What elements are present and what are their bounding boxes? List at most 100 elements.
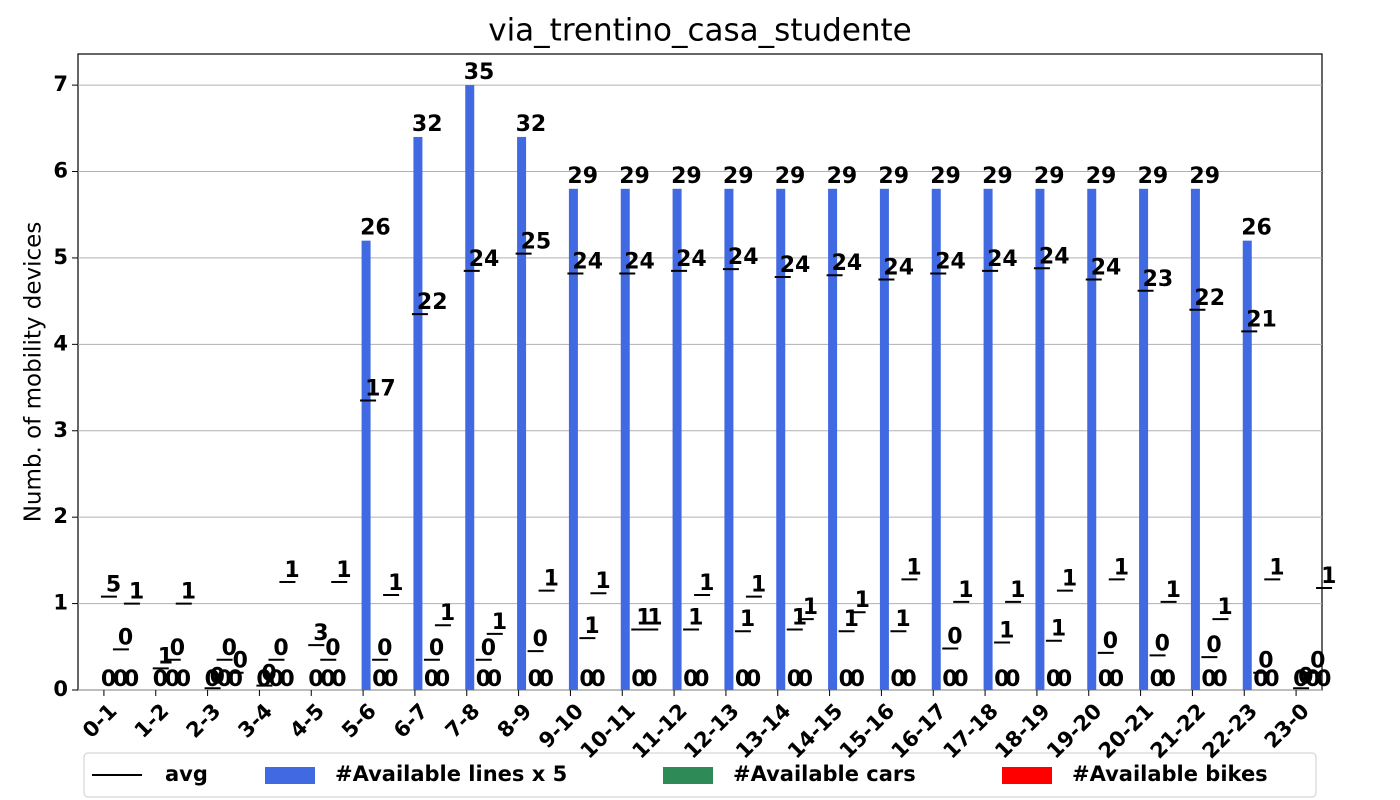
value-label: 0: [279, 667, 294, 692]
bar: [828, 188, 838, 690]
value-label: 0: [850, 667, 865, 692]
bar: [879, 188, 889, 690]
value-label: 0: [683, 667, 698, 692]
x-tick-label: 3-4: [233, 699, 277, 743]
y-tick-label: 5: [53, 245, 68, 269]
y-tick-label: 6: [53, 159, 68, 183]
value-label: 0: [942, 667, 957, 692]
avg-label: 0: [1155, 631, 1170, 656]
avg-label: 24: [624, 249, 655, 274]
value-label: 0: [176, 667, 191, 692]
value-label: 0: [1098, 667, 1113, 692]
bar: [672, 188, 682, 690]
avg-label: 1: [906, 555, 921, 580]
avg-label: 24: [1039, 244, 1070, 269]
value-label: 0: [165, 667, 180, 692]
value-label: 29: [671, 164, 702, 189]
value-label: 29: [930, 164, 961, 189]
avg-label: 1: [284, 558, 299, 583]
avg-label: 1: [844, 607, 859, 632]
value-label: 0: [1161, 667, 1176, 692]
x-tick-label: 23-0: [1260, 699, 1314, 753]
avg-label: 0: [377, 636, 392, 661]
value-label: 0: [1109, 667, 1124, 692]
avg-label: 1: [440, 601, 455, 626]
value-label: 0: [124, 667, 139, 692]
value-label: 26: [360, 216, 391, 241]
avg-label: 1: [636, 606, 651, 631]
avg-label: 24: [935, 249, 966, 274]
avg-label: 1: [544, 567, 559, 592]
legend-label: avg: [165, 762, 208, 786]
value-label: 0: [528, 667, 543, 692]
value-label: 0: [735, 667, 750, 692]
avg-label: 25: [521, 230, 552, 255]
avg-label: 0: [222, 636, 237, 661]
bar: [931, 188, 941, 690]
value-label: 0: [787, 667, 802, 692]
avg-label: 24: [1091, 256, 1122, 281]
bar: [776, 188, 786, 690]
avg-label: 1: [792, 606, 807, 631]
value-label: 29: [982, 164, 1013, 189]
avg-label: 1: [699, 571, 714, 596]
legend-label: #Available cars: [733, 762, 916, 786]
value-label: 0: [113, 667, 128, 692]
value-label: 0: [320, 667, 335, 692]
value-label: 0: [101, 667, 116, 692]
value-label: 29: [1138, 164, 1169, 189]
avg-label: 1: [803, 595, 818, 620]
avg-label: 0: [1298, 664, 1313, 689]
avg-label: 1: [584, 614, 599, 639]
y-tick-label: 2: [53, 504, 68, 528]
value-label: 0: [994, 667, 1009, 692]
x-tick-label: 8-9: [493, 699, 537, 743]
avg-label: 24: [728, 245, 759, 270]
avg-label: 1: [492, 610, 507, 635]
chart-title: via_trentino_casa_studente: [488, 13, 912, 49]
value-label: 0: [642, 667, 657, 692]
value-label: 0: [631, 667, 646, 692]
value-label: 0: [1057, 667, 1072, 692]
value-label: 0: [694, 667, 709, 692]
avg-label: 24: [832, 251, 863, 276]
avg-label: 1: [1114, 555, 1129, 580]
avg-label: 22: [417, 290, 448, 315]
avg-label: 1: [1269, 555, 1284, 580]
bar: [724, 188, 734, 690]
value-label: 0: [1293, 667, 1308, 692]
avg-label: 0: [210, 664, 225, 689]
avg-label: 24: [572, 249, 603, 274]
bar: [465, 85, 475, 690]
avg-label: 1: [688, 606, 703, 631]
value-label: 32: [412, 112, 443, 137]
value-label: 0: [579, 667, 594, 692]
avg-label: 0: [1103, 629, 1118, 654]
avg-label: 1: [855, 588, 870, 613]
avg-label: 0: [118, 625, 133, 650]
y-tick-label: 0: [53, 677, 68, 701]
x-tick-label: 0-1: [78, 699, 122, 743]
bar: [1242, 240, 1252, 691]
avg-label: 1: [958, 578, 973, 603]
avg-label: 0: [533, 627, 548, 652]
avg-label: 1: [158, 644, 173, 669]
avg-label: 0: [233, 649, 248, 674]
legend-label: #Available lines x 5: [335, 762, 567, 786]
avg-label: 1: [647, 606, 662, 631]
avg-label: 3: [313, 621, 328, 646]
legend-swatch: [663, 767, 713, 784]
avg-label: 0: [1310, 649, 1325, 674]
x-tick-label: 5-6: [337, 699, 381, 743]
avg-label: 24: [676, 247, 707, 272]
avg-label: 1: [999, 618, 1014, 643]
value-label: 0: [1316, 667, 1331, 692]
value-label: 29: [878, 164, 909, 189]
value-label: 0: [153, 667, 168, 692]
value-label: 29: [1189, 164, 1220, 189]
bar: [1139, 188, 1149, 690]
value-label: 29: [567, 164, 598, 189]
value-label: 0: [205, 667, 220, 692]
